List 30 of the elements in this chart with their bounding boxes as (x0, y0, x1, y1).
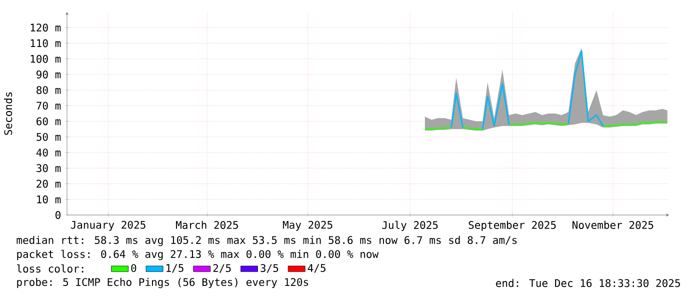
y-tick-label: 90 m (36, 70, 61, 78)
y-tick-label: 50 m (36, 132, 61, 141)
y-tick-label: 60 m (36, 117, 61, 126)
y-tick-label: 20 m (36, 180, 61, 188)
legend-label: 4/5 (308, 264, 326, 273)
y-tick-label: 40 m (36, 148, 61, 157)
y-tick-label: 70 m (36, 102, 61, 110)
x-tick-label: May 2025 (282, 220, 332, 231)
text: packet loss: 0.64 % avg 27.13 % max 0.00 % min 0.00 % now (17, 250, 379, 260)
legend-label: 3/5 (260, 264, 278, 273)
text: end: Tue Dec 16 18:33:30 2025 (496, 278, 680, 288)
x-tick-label: July 2025 (382, 220, 438, 232)
legend-label: 2/5 (213, 264, 231, 273)
y-tick-label: 80 m (36, 86, 61, 94)
y-tick-label: 120 m (30, 24, 61, 32)
y-tick-label: 110 m (30, 39, 61, 48)
legend-label: 1/5 (166, 264, 184, 273)
x-tick-label: January 2025 (70, 220, 146, 231)
text: median rtt: 58.3 ms avg 105.2 ms max 53.5 ms min 58.6 ms now 6.7 ms sd 8.7 am/s (16, 236, 517, 246)
x-tick-label: November 2025 (572, 220, 654, 229)
y-tick-label: 100 m (30, 54, 61, 63)
y-tick-label: 30 m (36, 164, 61, 172)
legend-title: loss color: (17, 264, 84, 273)
text: probe: 5 ICMP Echo Pings (56 Bytes) every 120s (17, 278, 308, 288)
x-tick-label: September 2025 (468, 220, 556, 231)
y-tick-label: 10 m (37, 195, 61, 204)
y-axis-title: Seconds (4, 92, 12, 135)
x-tick-label: March 2025 (176, 220, 238, 229)
y-tick-label: 0 (56, 211, 60, 219)
legend-label: 0 (131, 264, 136, 272)
